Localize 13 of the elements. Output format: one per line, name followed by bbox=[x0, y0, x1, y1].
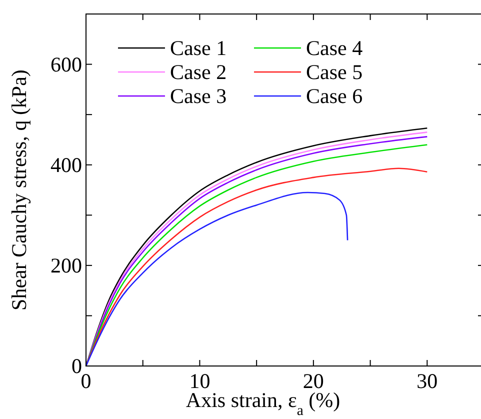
legend-label: Case 4 bbox=[306, 36, 364, 60]
line-series bbox=[85, 192, 348, 367]
y-tick-label: 200 bbox=[50, 253, 82, 278]
y-tick-label: 0 bbox=[72, 354, 82, 378]
legend-label: Case 1 bbox=[170, 36, 227, 60]
legend-label: Case 2 bbox=[170, 60, 227, 84]
y-axis-title: Shear Cauchy stress, q (kPa) bbox=[7, 70, 31, 310]
y-tick-label: 600 bbox=[50, 52, 82, 76]
x-tick-label: 30 bbox=[416, 369, 438, 393]
y-tick-label: 400 bbox=[50, 152, 82, 177]
legend-label: Case 5 bbox=[306, 60, 363, 84]
legend-label: Case 3 bbox=[170, 84, 227, 108]
legend-label: Case 6 bbox=[306, 84, 363, 108]
